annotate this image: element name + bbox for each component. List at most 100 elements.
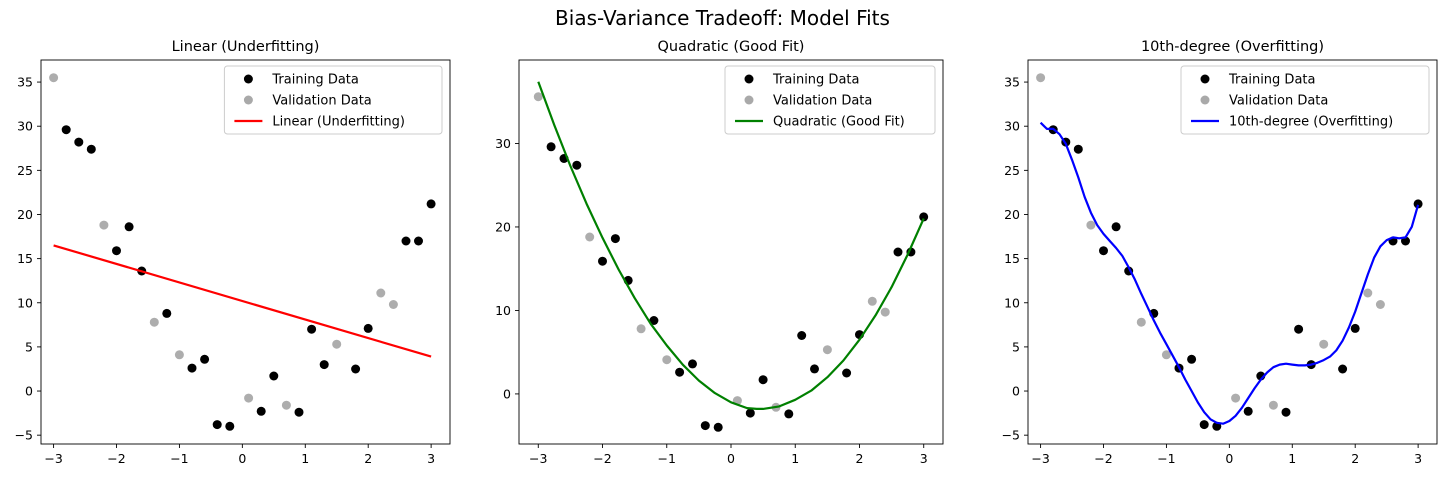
chart-title: 10th-degree (Overfitting): [1141, 39, 1324, 55]
y-tick-label: 0: [25, 384, 33, 399]
training-point: [187, 363, 197, 373]
fit-line: [53, 244, 432, 358]
validation-point: [49, 73, 59, 83]
training-point: [546, 142, 556, 152]
chart-title: Linear (Underfitting): [172, 39, 320, 55]
axes-frame: [518, 59, 944, 445]
axes-frame: [1027, 59, 1438, 445]
validation-point: [636, 324, 646, 334]
x-tick-label: 1: [301, 451, 309, 466]
y-tick-label: 25: [17, 163, 33, 178]
training-point: [414, 236, 423, 246]
x-tick-label: 3: [427, 451, 435, 466]
training-point: [784, 409, 794, 419]
x-tick-label: 3: [1414, 451, 1422, 466]
legend-marker-swatch: [744, 95, 754, 105]
legend-label: 10th-degree (Overfitting): [1229, 115, 1393, 130]
chart-panel-3: 10th-degree (Overfitting) −3 −2 −1 0 1 2 3 −5 0 5 1…: [1002, 39, 1438, 466]
y-tick-label: 25: [1004, 163, 1020, 178]
x-tick-label: 0: [727, 451, 735, 466]
y-tick-label: −5: [15, 428, 33, 443]
training-point: [1281, 407, 1291, 417]
y-tick-label: 10: [495, 303, 511, 318]
training-point: [610, 234, 620, 244]
training-point: [1199, 420, 1209, 430]
legend-label: Validation Data: [773, 94, 872, 109]
fit-line: [1039, 121, 1420, 425]
y-tick-label: 35: [17, 75, 33, 90]
validation-point: [1375, 300, 1385, 309]
x-tick-label: 2: [1351, 451, 1359, 466]
training-point: [112, 246, 121, 256]
validation-point: [388, 300, 398, 309]
validation-point: [1086, 220, 1096, 230]
training-point: [256, 406, 266, 416]
validation-point: [1268, 400, 1278, 410]
validation-point: [332, 339, 342, 349]
training-point: [401, 236, 411, 246]
legend-marker-swatch: [243, 74, 253, 84]
y-tick-label: 30: [17, 119, 33, 134]
training-point: [713, 422, 723, 432]
fit-line: [537, 81, 925, 410]
legend-label: Validation Data: [1229, 94, 1328, 109]
y-tick-label: 20: [17, 207, 33, 222]
legend-marker-swatch: [1200, 95, 1210, 105]
validation-point: [1319, 339, 1329, 349]
y-tick-label: 30: [1004, 119, 1020, 134]
y-tick-label: 0: [1012, 384, 1020, 399]
training-point: [810, 364, 819, 374]
validation-point: [1161, 350, 1171, 360]
training-point: [842, 368, 852, 378]
training-point: [675, 367, 685, 377]
x-tick-label: −3: [44, 451, 62, 466]
training-point: [200, 354, 210, 364]
validation-point: [1136, 317, 1146, 327]
validation-point: [1036, 73, 1046, 83]
validation-point: [867, 296, 877, 306]
y-tick-label: 20: [495, 219, 511, 234]
x-tick-label: −1: [658, 451, 676, 466]
training-point: [269, 371, 279, 381]
training-point: [893, 247, 903, 257]
validation-point: [533, 92, 543, 102]
training-point: [74, 137, 84, 147]
legend-marker-swatch: [1200, 74, 1210, 84]
validation-point: [1363, 288, 1373, 298]
training-point: [797, 331, 807, 340]
validation-point: [244, 393, 254, 403]
chart-title: Quadratic (Good Fit): [658, 39, 805, 55]
validation-point: [662, 355, 672, 365]
y-tick-label: 5: [25, 339, 33, 354]
training-point: [745, 408, 755, 418]
training-point: [162, 308, 172, 318]
y-tick-label: 10: [1004, 295, 1020, 310]
training-point: [124, 222, 134, 232]
validation-point: [99, 220, 109, 230]
training-point: [572, 160, 582, 170]
legend-label: Training Data: [1228, 73, 1315, 88]
y-tick-label: 30: [495, 136, 511, 151]
training-point: [61, 125, 71, 135]
training-point: [319, 360, 329, 370]
axes-frame: [40, 59, 451, 445]
legend-box: [223, 65, 443, 135]
training-point: [649, 316, 659, 325]
chart-panel-1: Linear (Underfitting) −3 −2 −1 0 1 2 3 −5 0 5 10 15 2…: [15, 39, 451, 466]
training-point: [225, 421, 235, 431]
training-point: [351, 364, 361, 374]
validation-point: [376, 288, 386, 298]
legend-box: [1180, 65, 1430, 135]
y-tick-label: 15: [1004, 251, 1020, 266]
x-tick-label: −3: [529, 451, 547, 466]
training-point: [86, 144, 96, 154]
y-tick-label: −5: [1002, 428, 1020, 443]
training-point: [1413, 199, 1423, 209]
x-tick-label: 2: [856, 451, 864, 466]
validation-point: [281, 400, 291, 410]
training-point: [307, 324, 317, 334]
legend-label: Quadratic (Good Fit): [773, 115, 905, 130]
x-tick-label: −3: [1031, 451, 1049, 466]
